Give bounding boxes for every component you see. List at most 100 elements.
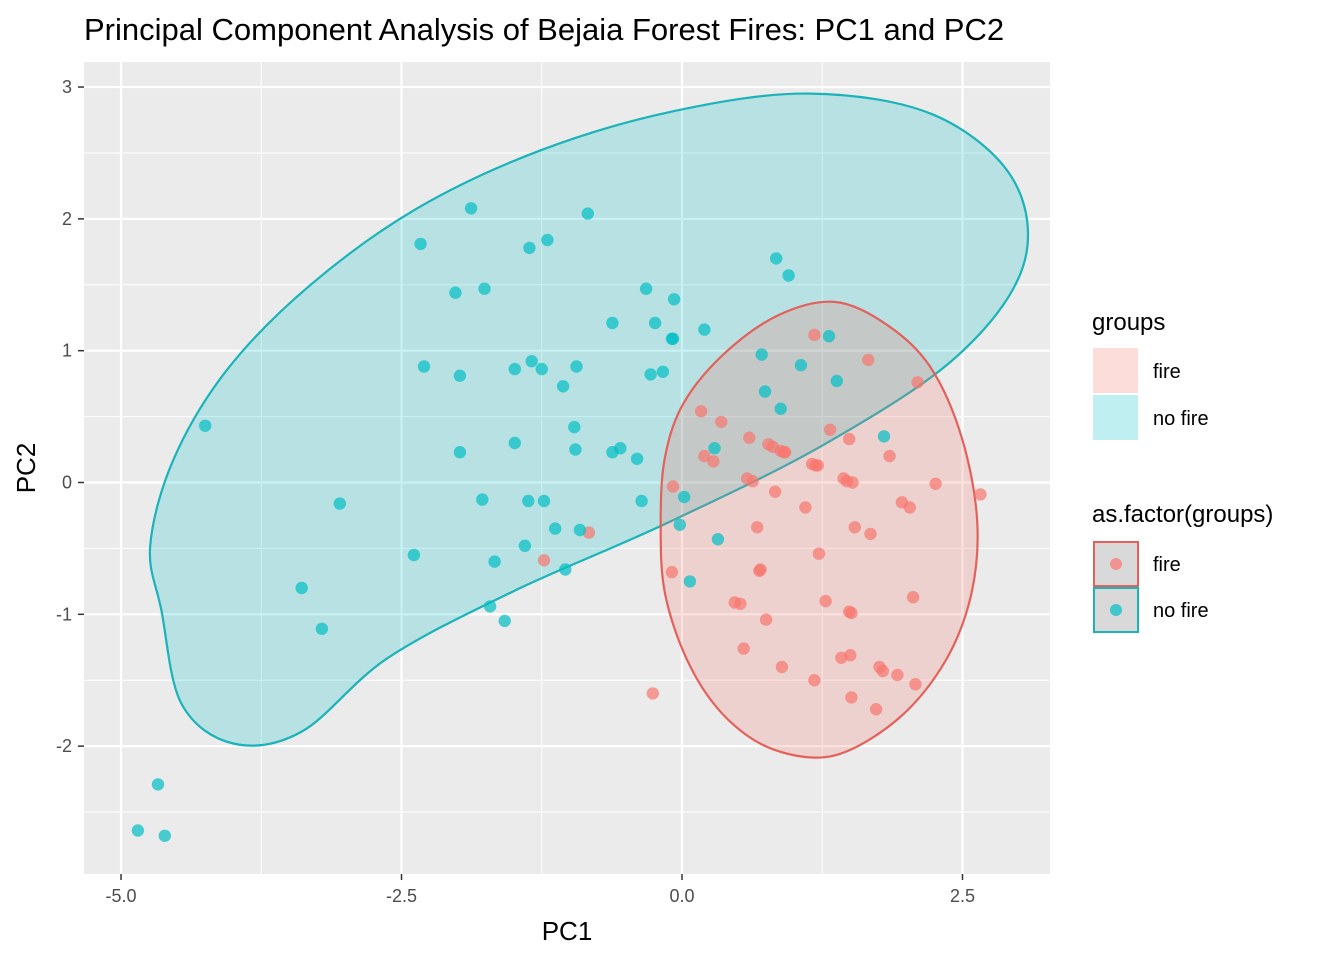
y-tick-label-4: 2	[62, 209, 72, 229]
point-no-fire-35	[581, 207, 594, 220]
point-no-fire-12	[453, 369, 467, 382]
legend-groups: groups fire no fire	[1092, 309, 1209, 440]
point-no-fire-39	[630, 452, 644, 465]
point-fire-49	[891, 668, 904, 682]
y-tick-label-5: 3	[62, 77, 72, 97]
point-no-fire-55	[758, 385, 772, 398]
point-no-fire-19	[508, 436, 521, 450]
x-tick-label-3: 2.5	[950, 886, 975, 906]
y-axis-title: PC2	[11, 443, 41, 494]
point-no-fire-4	[295, 581, 308, 595]
point-no-fire-42	[644, 368, 657, 381]
point-no-fire-62	[877, 430, 891, 443]
point-fire-47	[876, 664, 889, 678]
y-tick-label-3: 1	[62, 341, 72, 361]
point-no-fire-10	[449, 286, 462, 299]
point-no-fire-8	[414, 237, 427, 251]
point-no-fire-16	[483, 600, 497, 613]
point-fire-11	[737, 642, 750, 655]
point-fire-58	[777, 446, 791, 459]
point-no-fire-2	[158, 829, 171, 842]
point-no-fire-58	[782, 269, 795, 282]
point-no-fire-33	[570, 360, 583, 373]
point-no-fire-30	[559, 563, 572, 576]
point-no-fire-23	[523, 241, 536, 255]
legend-as-factor-point-fire	[1110, 558, 1122, 570]
point-fire-25	[799, 501, 812, 514]
point-fire-2	[646, 687, 659, 700]
point-no-fire-61	[830, 374, 843, 388]
point-fire-17	[754, 563, 767, 576]
point-fire-13	[743, 431, 756, 444]
point-no-fire-50	[683, 575, 697, 588]
y-tick-label-0: -2	[56, 736, 72, 756]
point-no-fire-60	[822, 330, 836, 343]
point-fire-41	[846, 476, 859, 489]
point-fire-5	[694, 405, 708, 418]
point-no-fire-14	[476, 493, 489, 506]
point-no-fire-6	[333, 497, 346, 510]
point-no-fire-51	[698, 323, 711, 336]
legend-as-factor-point-nofire	[1110, 604, 1122, 616]
point-fire-27	[808, 674, 821, 687]
legend-as-factor-title: as.factor(groups)	[1092, 501, 1273, 528]
point-fire-29	[811, 459, 824, 472]
point-no-fire-54	[755, 348, 768, 361]
legend-as-factor-label-fire: fire	[1153, 554, 1181, 576]
point-no-fire-9	[417, 360, 431, 373]
legend-groups-key-fire	[1093, 348, 1138, 393]
point-fire-44	[864, 527, 877, 541]
x-axis-ticks: -5.0 -2.5 0.0 2.5	[106, 874, 975, 906]
point-fire-32	[823, 423, 837, 436]
legend-as-factor-label-nofire: no fire	[1153, 600, 1209, 622]
point-fire-3	[665, 565, 679, 579]
point-fire-8	[715, 415, 728, 429]
point-no-fire-31	[568, 420, 581, 434]
point-fire-55	[929, 477, 942, 490]
point-fire-43	[862, 353, 875, 367]
legend-as-factor: as.factor(groups) fire no fire	[1092, 501, 1273, 633]
point-no-fire-53	[711, 533, 725, 546]
point-no-fire-0	[131, 824, 145, 837]
confidence-ellipses	[148, 92, 1030, 759]
data-points	[131, 202, 987, 842]
y-axis-ticks: -2 -1 0 1 2 3	[56, 77, 84, 756]
point-no-fire-11	[453, 446, 467, 459]
point-fire-31	[819, 594, 832, 608]
point-no-fire-48	[673, 518, 686, 531]
point-fire-48	[883, 449, 896, 463]
ellipse-no-fire	[148, 92, 1030, 747]
point-no-fire-3	[199, 419, 212, 432]
point-no-fire-15	[478, 282, 491, 295]
point-no-fire-7	[407, 548, 421, 562]
point-fire-0	[537, 554, 551, 567]
ellipse-fire	[659, 300, 979, 759]
point-fire-42	[848, 521, 861, 534]
point-no-fire-47	[667, 293, 681, 306]
point-fire-45	[869, 703, 883, 716]
legend-groups-label-fire: fire	[1153, 361, 1181, 383]
point-no-fire-20	[508, 362, 521, 376]
grid-lines	[84, 62, 1050, 874]
point-no-fire-28	[549, 522, 562, 535]
point-no-fire-21	[518, 539, 532, 552]
point-no-fire-36	[606, 316, 619, 330]
point-no-fire-24	[525, 355, 538, 368]
point-fire-6	[698, 449, 711, 463]
point-no-fire-5	[315, 622, 329, 635]
point-no-fire-49	[678, 490, 691, 504]
x-tick-label-2: 0.0	[669, 886, 694, 906]
point-fire-7	[707, 455, 720, 468]
point-no-fire-18	[498, 614, 511, 628]
point-fire-18	[759, 613, 773, 626]
point-no-fire-13	[464, 202, 478, 215]
point-fire-40	[845, 691, 858, 704]
point-no-fire-57	[774, 402, 787, 415]
point-fire-52	[906, 591, 920, 604]
point-fire-54	[911, 376, 924, 389]
point-no-fire-34	[573, 523, 587, 537]
point-no-fire-1	[151, 778, 165, 791]
point-fire-36	[843, 432, 856, 446]
y-tick-label-1: -1	[56, 604, 72, 624]
